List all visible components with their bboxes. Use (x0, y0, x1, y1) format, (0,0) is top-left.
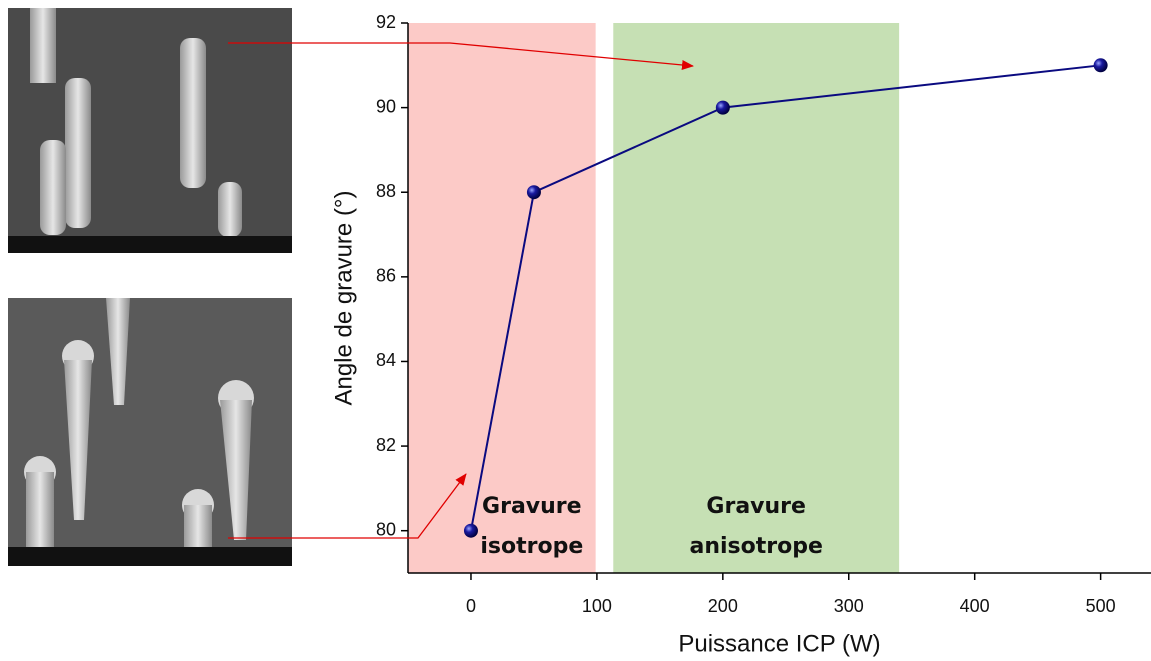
series-line (469, 64, 1101, 531)
region-band (408, 23, 596, 573)
y-tick-label: 88 (376, 181, 396, 201)
region-band (613, 23, 900, 573)
data-point (526, 185, 541, 200)
y-tick-label: 86 (376, 266, 396, 286)
sem-image-top (8, 8, 292, 253)
region-label: Gravure (706, 494, 806, 519)
y-axis-label: Angle de gravure (°) (330, 190, 357, 405)
y-tick-label: 92 (376, 12, 396, 32)
sem-image-bottom (8, 298, 292, 566)
y-tick-label: 80 (376, 519, 396, 539)
x-tick-label: 400 (960, 596, 990, 616)
x-tick-label: 300 (834, 596, 864, 616)
x-tick-label: 100 (582, 596, 612, 616)
region-label: isotrope (480, 534, 583, 559)
data-point (463, 523, 478, 538)
x-tick-label: 200 (708, 596, 738, 616)
region-label: anisotrope (689, 534, 822, 559)
data-point (1093, 58, 1108, 73)
region-label: Gravure (482, 494, 582, 519)
x-tick-label: 0 (466, 596, 476, 616)
x-axis-label: Puissance ICP (W) (678, 630, 880, 657)
y-tick-label: 82 (376, 435, 396, 455)
x-tick-label: 500 (1086, 596, 1116, 616)
data-point (715, 100, 730, 115)
plot-area: 80 82 84 86 88 90 92 0 100 200 300 400 500 Puissance … (330, 12, 1151, 657)
y-tick-label: 90 (376, 96, 396, 116)
arrows (228, 42, 694, 539)
y-tick-label: 84 (376, 350, 396, 370)
